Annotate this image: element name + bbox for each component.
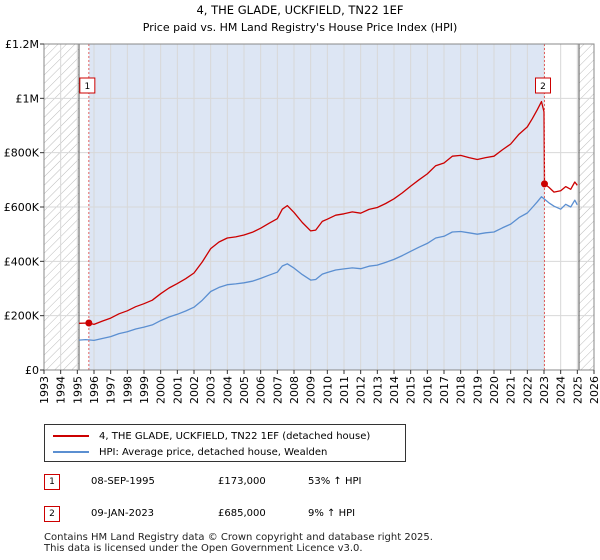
y-tick-label-600000: £600K <box>4 201 40 214</box>
x-tick-label-2009: 2009 <box>305 376 318 404</box>
legend-label-hpi: HPI: Average price, detached house, Weal… <box>99 446 328 458</box>
x-tick-label-1996: 1996 <box>88 376 101 404</box>
y-tick-label-0: £0 <box>25 364 39 377</box>
x-tick-label-2000: 2000 <box>155 376 168 404</box>
sale-box-1 <box>79 77 96 94</box>
x-tick-label-2014: 2014 <box>388 376 401 404</box>
x-tick-label-1998: 1998 <box>121 376 134 404</box>
x-tick-label-2022: 2022 <box>521 376 534 404</box>
footer-copyright: Contains HM Land Registry data © Crown c… <box>44 532 433 543</box>
x-tick-label-2010: 2010 <box>321 376 334 404</box>
legend-swatch-blue <box>53 451 89 453</box>
sale-point-2 <box>541 180 548 188</box>
y-tick-label-400000: £400K <box>4 255 40 268</box>
sale-point-1 <box>85 319 93 327</box>
x-tick-label-2011: 2011 <box>338 376 351 404</box>
x-tick-label-1995: 1995 <box>71 376 84 404</box>
x-tick-label-2015: 2015 <box>405 376 418 404</box>
series-layer <box>78 100 578 342</box>
x-tick-label-2018: 2018 <box>455 376 468 404</box>
chart-subtitle: Price paid vs. HM Land Registry's House … <box>143 21 458 34</box>
x-tick-label-2005: 2005 <box>238 376 251 404</box>
series-line-property <box>78 100 578 326</box>
x-tick-label-2007: 2007 <box>271 376 284 404</box>
footer: Contains HM Land Registry data © Crown c… <box>44 532 433 554</box>
sale-hpi-1: 53% ↑ HPI <box>308 476 362 487</box>
x-tick-label-2012: 2012 <box>355 376 368 404</box>
x-tick-label-2002: 2002 <box>188 376 201 404</box>
x-tick-label-2003: 2003 <box>205 376 218 404</box>
sale-box-label-2: 2 <box>540 82 546 92</box>
x-tick-label-2025: 2025 <box>571 376 584 404</box>
footer-licence: This data is licensed under the Open Gov… <box>44 543 363 554</box>
x-tick-label-2008: 2008 <box>288 376 301 404</box>
sale-badge-2: 2 <box>44 506 60 522</box>
y-tick-label-1000000: £1M <box>16 92 40 105</box>
y-tick-label-200000: £200K <box>4 310 40 323</box>
x-tick-label-2016: 2016 <box>421 376 434 404</box>
x-tick-label-1997: 1997 <box>105 376 118 404</box>
x-tick-label-2006: 2006 <box>255 376 268 404</box>
x-tick-label-2024: 2024 <box>555 376 568 404</box>
sale-price-1: £173,000 <box>218 476 266 487</box>
x-tick-label-2021: 2021 <box>505 376 518 404</box>
x-tick-label-2004: 2004 <box>221 376 234 404</box>
sale-hpi-2: 9% ↑ HPI <box>308 508 356 519</box>
x-tick-label-2013: 2013 <box>371 376 384 404</box>
x-tick-label-2017: 2017 <box>438 376 451 404</box>
legend-item-hpi: HPI: Average price, detached house, Weal… <box>53 444 327 460</box>
legend-item-property: 4, THE GLADE, UCKFIELD, TN22 1EF (detach… <box>53 428 370 444</box>
chart-title: 4, THE GLADE, UCKFIELD, TN22 1EF <box>196 3 403 17</box>
sale-box-2 <box>535 77 551 94</box>
sale-box-label-1: 1 <box>84 82 90 92</box>
y-tick-label-1200000: £1.2M <box>5 38 39 51</box>
x-tick-label-1999: 1999 <box>138 376 151 404</box>
legend: 4, THE GLADE, UCKFIELD, TN22 1EF (detach… <box>44 424 406 462</box>
x-tick-label-2019: 2019 <box>471 376 484 404</box>
price-chart: 4, THE GLADE, UCKFIELD, TN22 1EF Price p… <box>4 3 600 404</box>
legend-swatch-red <box>53 435 89 437</box>
x-tick-label-2023: 2023 <box>538 376 551 404</box>
x-tick-label-2026: 2026 <box>588 376 600 404</box>
x-tick-label-1993: 1993 <box>38 376 51 404</box>
x-tick-label-2001: 2001 <box>171 376 184 404</box>
legend-label-property: 4, THE GLADE, UCKFIELD, TN22 1EF (detach… <box>99 430 371 442</box>
sale-date-1: 08-SEP-1995 <box>91 476 155 487</box>
y-tick-label-800000: £800K <box>4 147 40 160</box>
sale-badge-1: 1 <box>44 474 60 490</box>
sale-price-2: £685,000 <box>218 508 266 519</box>
x-tick-label-2020: 2020 <box>488 376 501 404</box>
series-line-hpi <box>78 196 578 342</box>
x-tick-label-1994: 1994 <box>55 376 68 404</box>
sale-date-2: 09-JAN-2023 <box>91 508 155 519</box>
